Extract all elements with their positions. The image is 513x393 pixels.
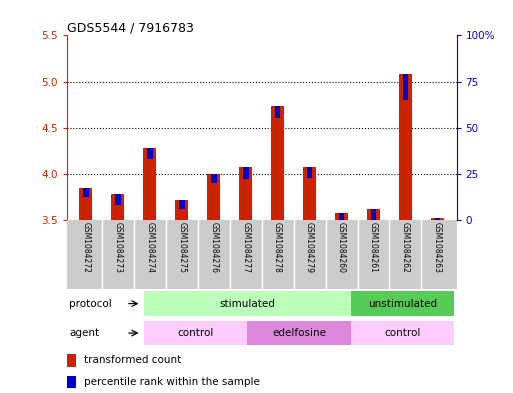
Text: stimulated: stimulated (220, 299, 275, 309)
Bar (115, 194, 121, 205)
Bar (211, 174, 216, 183)
Bar (111, 194, 124, 220)
Text: GSM1084273: GSM1084273 (113, 222, 122, 273)
Text: protocol: protocol (69, 299, 112, 309)
Text: GSM1084274: GSM1084274 (145, 222, 154, 273)
Bar (243, 167, 248, 178)
Bar (175, 200, 188, 220)
Text: GDS5544 / 7916783: GDS5544 / 7916783 (67, 21, 193, 34)
Bar (80, 188, 92, 220)
Text: GSM1084262: GSM1084262 (401, 222, 410, 273)
Bar (239, 167, 252, 220)
Text: edelfosine: edelfosine (272, 328, 326, 338)
Text: control: control (384, 328, 421, 338)
Bar (367, 209, 380, 220)
Text: percentile rank within the sample: percentile rank within the sample (84, 377, 260, 387)
Bar (399, 74, 412, 220)
Bar (147, 148, 153, 159)
Text: GSM1084263: GSM1084263 (433, 222, 442, 273)
Text: unstimulated: unstimulated (368, 299, 437, 309)
Text: transformed count: transformed count (84, 355, 181, 365)
Bar (275, 107, 281, 118)
Text: GSM1084279: GSM1084279 (305, 222, 314, 273)
Bar (435, 218, 440, 222)
Text: GSM1084272: GSM1084272 (82, 222, 90, 273)
Bar (67, 354, 76, 367)
Bar (307, 167, 312, 178)
Bar (247, 321, 351, 345)
Bar (144, 321, 247, 345)
Bar (351, 321, 454, 345)
Bar (207, 174, 220, 220)
Bar (179, 200, 185, 209)
Text: GSM1084275: GSM1084275 (177, 222, 186, 273)
Text: control: control (177, 328, 214, 338)
Text: agent: agent (69, 328, 100, 338)
Text: GSM1084277: GSM1084277 (241, 222, 250, 273)
Bar (67, 376, 76, 388)
Text: GSM1084261: GSM1084261 (369, 222, 378, 273)
Bar (403, 74, 408, 100)
Bar (303, 167, 316, 220)
Bar (339, 213, 344, 222)
Text: GSM1084276: GSM1084276 (209, 222, 218, 273)
Text: GSM1084278: GSM1084278 (273, 222, 282, 273)
Bar (351, 291, 454, 316)
Bar (431, 218, 444, 220)
Bar (83, 188, 89, 197)
Bar (144, 291, 351, 316)
Bar (370, 209, 377, 220)
Bar (144, 148, 156, 220)
Bar (271, 107, 284, 220)
Bar (335, 213, 348, 220)
Text: GSM1084260: GSM1084260 (337, 222, 346, 273)
